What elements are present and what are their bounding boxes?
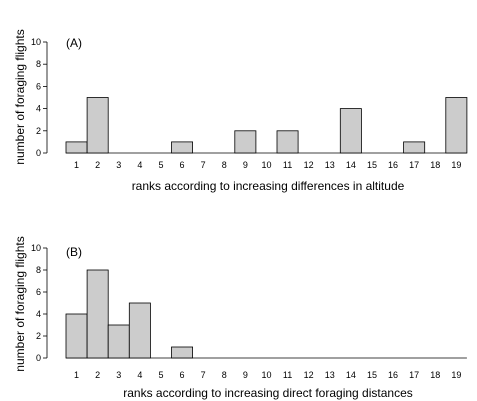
panel-a-x-tick-label: 14 <box>346 160 356 170</box>
panel-a: (A) number of foraging flights ranks acc… <box>13 29 468 193</box>
panel-b-x-tick-label: 11 <box>283 370 292 380</box>
panel-a-x-tick-label: 2 <box>95 160 100 170</box>
panel-b-x-tick-label: 16 <box>388 370 398 380</box>
panel-a-y-tick-label: 4 <box>36 104 41 114</box>
panel-a-bar-1 <box>65 141 88 154</box>
panel-b-x-tick-label: 17 <box>409 370 419 380</box>
panel-a-x-tick-label: 11 <box>283 160 292 170</box>
panel-a-label: (A) <box>66 36 82 50</box>
panel-b-x-tick-label: 1 <box>74 370 79 380</box>
panel-b-x-tick-label: 19 <box>451 370 461 380</box>
panel-a-x-tick-label: 1 <box>74 160 79 170</box>
panel-a-bar-19 <box>445 97 468 154</box>
panel-b-y-tick-label: 6 <box>36 287 41 297</box>
panel-a-y-tick-label: 2 <box>36 126 41 136</box>
panel-a-y-tick-label: 10 <box>31 37 41 47</box>
panel-b-y-tick-label: 10 <box>31 243 41 253</box>
panel-b-x-tick-label: 12 <box>304 370 314 380</box>
panel-a-x-tick-label: 16 <box>388 160 398 170</box>
panel-b-x-tick-label: 13 <box>325 370 335 380</box>
panel-a-x-tick-label: 18 <box>430 160 440 170</box>
panel-a-x-tick-label: 15 <box>367 160 377 170</box>
panel-b-x-tick-label: 14 <box>346 370 356 380</box>
panel-b-x-tick-label: 4 <box>137 370 142 380</box>
panel-a-x-tick-label: 8 <box>222 160 227 170</box>
panel-b-x-tick-label: 2 <box>95 370 100 380</box>
panel-a-x-tick-label: 10 <box>261 160 271 170</box>
panel-b-bar-1 <box>65 313 88 359</box>
panel-a-bar-14 <box>339 108 362 154</box>
panel-a-x-tick-label: 6 <box>180 160 185 170</box>
panel-b-x-axis-label: ranks according to increasing direct for… <box>123 386 413 400</box>
panel-b-x-tick-label: 15 <box>367 370 377 380</box>
panel-a-x-tick-label: 17 <box>409 160 419 170</box>
panel-b-y-tick-label: 4 <box>36 309 41 319</box>
panel-b-x-tick-label: 8 <box>222 370 227 380</box>
panel-a-x-tick-label: 7 <box>201 160 206 170</box>
panel-a-x-tick-label: 5 <box>158 160 163 170</box>
panel-b-y-tick-label: 0 <box>36 353 41 363</box>
panel-a-bar-17 <box>403 141 426 154</box>
panel-b-bar-4 <box>128 302 151 359</box>
panel-a-bar-11 <box>276 130 299 154</box>
panel-b: (B) number of foraging flights ranks acc… <box>13 236 467 400</box>
panel-b-x-tick-label: 9 <box>243 370 248 380</box>
panel-a-x-tick-label: 3 <box>116 160 121 170</box>
panel-a-bar-2 <box>86 97 109 154</box>
panel-b-x-tick-label: 3 <box>116 370 121 380</box>
panel-a-x-tick-label: 4 <box>137 160 142 170</box>
panel-a-y-tick-label: 6 <box>36 81 41 91</box>
panel-b-bar-2 <box>86 269 109 359</box>
panel-a-y-tick-label: 0 <box>36 148 41 158</box>
panel-b-x-tick-label: 18 <box>430 370 440 380</box>
panel-b-x-tick-label: 7 <box>201 370 206 380</box>
panel-b-y-axis-label: number of foraging flights <box>13 236 27 371</box>
panel-b-y-tick-label: 2 <box>36 331 41 341</box>
panel-a-y-tick-label: 8 <box>36 59 41 69</box>
panel-b-y-tick-label: 8 <box>36 265 41 275</box>
panel-a-bar-9 <box>234 130 257 154</box>
panel-a-bar-6 <box>171 141 194 154</box>
panel-a-x-tick-label: 19 <box>451 160 461 170</box>
panel-a-y-axis-label: number of foraging flights <box>13 29 27 164</box>
panel-a-x-tick-label: 13 <box>325 160 335 170</box>
panel-b-x-tick-label: 6 <box>180 370 185 380</box>
panel-b-x-tick-label: 5 <box>158 370 163 380</box>
panel-a-x-tick-label: 9 <box>243 160 248 170</box>
panel-b-label: (B) <box>66 245 82 259</box>
panel-b-bar-3 <box>107 324 130 359</box>
panel-a-x-axis-label: ranks according to increasing difference… <box>132 179 405 193</box>
panel-b-bar-6 <box>171 346 194 359</box>
panel-b-x-tick-label: 10 <box>261 370 271 380</box>
panel-a-x-tick-label: 12 <box>304 160 314 170</box>
